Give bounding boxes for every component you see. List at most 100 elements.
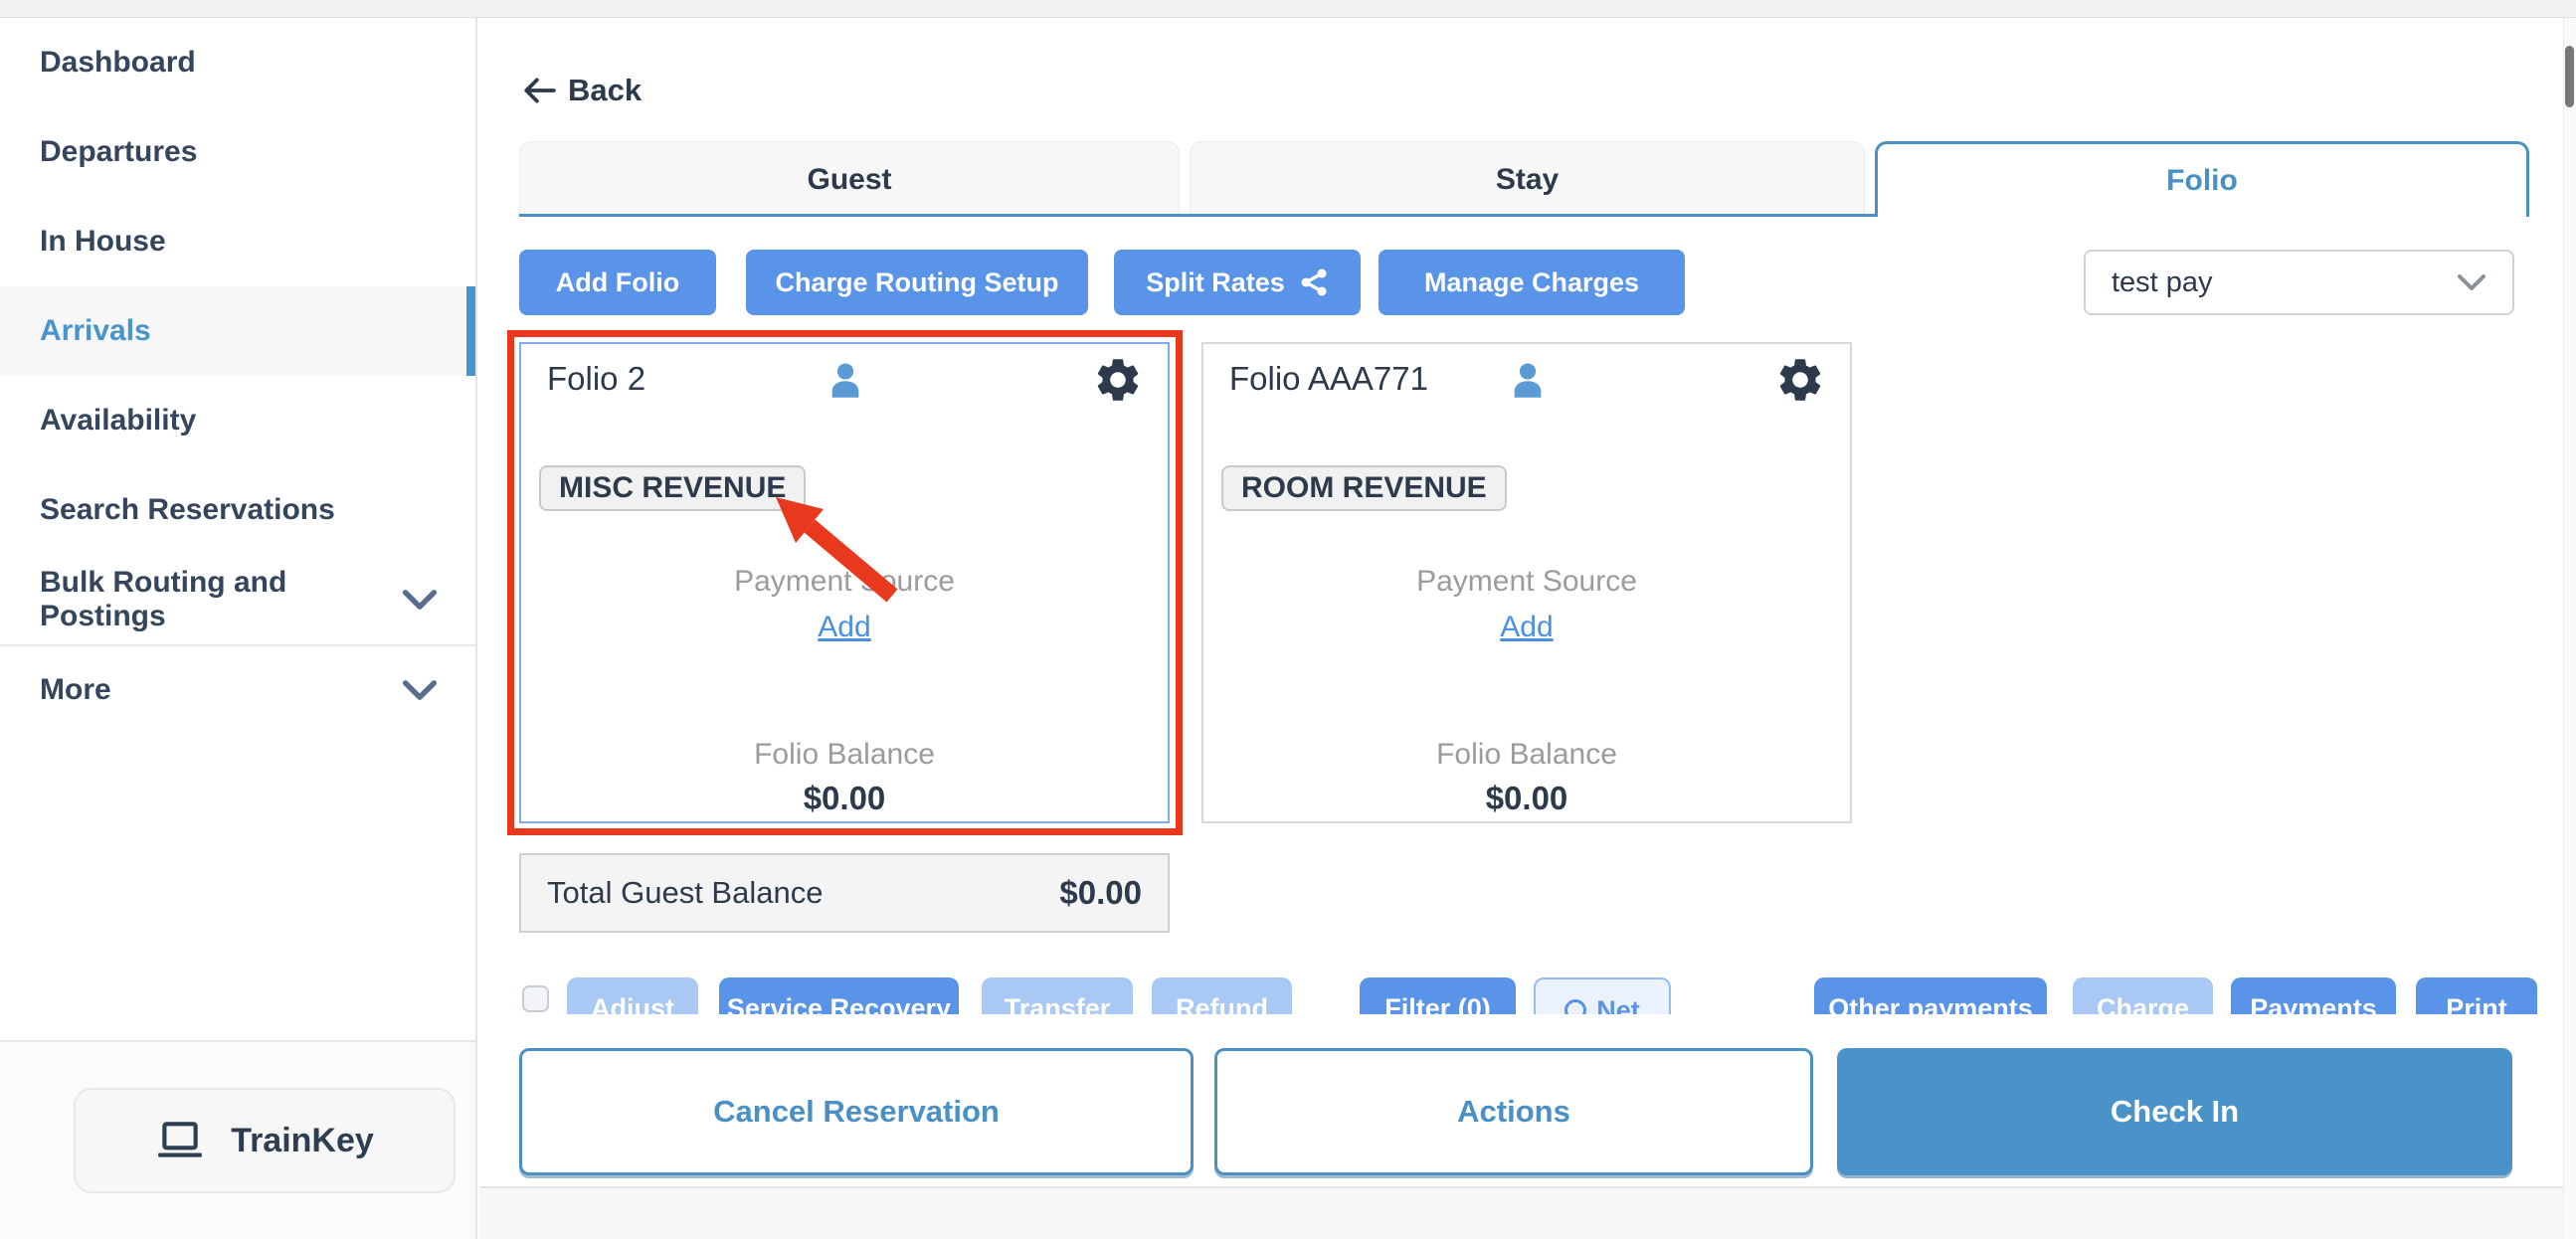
cancel-reservation-button[interactable]: Cancel Reservation <box>519 1048 1194 1175</box>
payment-source-label: Payment Source <box>1416 565 1637 598</box>
charge-routing-setup-button[interactable]: Charge Routing Setup <box>746 250 1088 315</box>
back-arrow-icon <box>522 76 556 105</box>
add-payment-source-link[interactable]: Add <box>1500 611 1554 643</box>
adjust-button[interactable]: Adjust <box>567 977 698 1014</box>
sidebar-item-more[interactable]: More <box>0 644 475 734</box>
total-guest-balance-label: Total Guest Balance <box>547 875 824 910</box>
sidebar-item-label: Search Reservations <box>40 493 335 526</box>
check-in-button[interactable]: Check In <box>1837 1048 2512 1175</box>
net-circle-icon <box>1564 999 1587 1014</box>
button-label: Add Folio <box>555 266 680 297</box>
sidebar-item-label: In House <box>40 225 166 258</box>
button-label: Check In <box>2110 1094 2240 1129</box>
print-button[interactable]: Print <box>2416 977 2537 1014</box>
sidebar-item-in-house[interactable]: In House <box>0 197 475 286</box>
gear-icon[interactable] <box>1092 354 1144 406</box>
chevron-down-icon <box>402 679 438 701</box>
ledger-actions-row: Adjust Service Recovery Transfer Refund … <box>479 974 2576 1014</box>
scrollbar-thumb[interactable] <box>2565 46 2574 107</box>
folio-card-folio-aaa771: Folio AAA771 ROOM REVENUE Payment Source… <box>1201 342 1852 823</box>
sidebar-item-departures[interactable]: Departures <box>0 107 475 197</box>
payment-type-select[interactable]: test pay <box>2084 250 2514 315</box>
laptop-icon <box>155 1120 205 1161</box>
filter-button[interactable]: Filter (0) <box>1360 977 1516 1014</box>
folio-card-folio-2: Folio 2 MISC REVENUE Payment Source Add … <box>519 342 1170 823</box>
total-guest-balance-row: Total Guest Balance $0.00 <box>519 853 1170 933</box>
folio-title: Folio 2 <box>547 360 646 397</box>
sidebar-item-label: Bulk Routing and Postings <box>40 566 287 632</box>
top-band <box>0 0 2576 18</box>
sidebar-item-label: Availability <box>40 404 197 437</box>
actions-button[interactable]: Actions <box>1214 1048 1813 1175</box>
sidebar-item-label: Dashboard <box>40 46 196 79</box>
payments-button[interactable]: Payments <box>2231 977 2396 1014</box>
footer-band <box>479 1186 2576 1239</box>
folio-balance-label: Folio Balance <box>754 738 935 771</box>
person-icon[interactable] <box>1507 356 1549 408</box>
tab-stay[interactable]: Stay <box>1190 141 1865 217</box>
button-label: Refund <box>1176 993 1268 1014</box>
gear-icon[interactable] <box>1774 354 1826 406</box>
sidebar-item-label: Departures <box>40 135 198 168</box>
select-all-checkbox[interactable] <box>522 985 549 1012</box>
tabs-underline <box>519 214 1875 217</box>
button-label: Other payments <box>1828 993 2033 1014</box>
add-payment-source-link[interactable]: Add <box>818 611 871 643</box>
reservation-footer: Cancel Reservation Actions Check In <box>479 1014 2576 1239</box>
button-label: Service Recovery <box>726 993 952 1014</box>
folio-balance-value: $0.00 <box>1485 780 1568 816</box>
folio-balance-label: Folio Balance <box>1436 738 1617 771</box>
tab-label: Stay <box>1495 162 1560 196</box>
button-label: Manage Charges <box>1423 266 1640 297</box>
manage-charges-button[interactable]: Manage Charges <box>1379 250 1685 315</box>
transfer-button[interactable]: Transfer <box>982 977 1133 1014</box>
sidebar-item-availability[interactable]: Availability <box>0 376 475 465</box>
button-label: Actions <box>1457 1094 1570 1129</box>
button-label: Payments <box>2250 993 2377 1014</box>
charge-button[interactable]: Charge <box>2073 977 2213 1014</box>
button-label: Adjust <box>591 993 674 1014</box>
revenue-badge: ROOM REVENUE <box>1221 465 1507 511</box>
button-label: Filter (0) <box>1384 993 1491 1014</box>
refund-button[interactable]: Refund <box>1152 977 1292 1014</box>
trainkey-label: TrainKey <box>231 1121 374 1159</box>
sidebar: Dashboard Departures In House Arrivals A… <box>0 18 477 1239</box>
tab-label: Folio <box>2166 163 2238 197</box>
vertical-scrollbar <box>2563 18 2576 1239</box>
sidebar-item-dashboard[interactable]: Dashboard <box>0 18 475 107</box>
button-label: Transfer <box>1004 993 1111 1014</box>
net-toggle-button[interactable]: Net <box>1534 977 1671 1014</box>
button-label: Cancel Reservation <box>713 1094 1000 1129</box>
payment-type-value: test pay <box>2112 266 2213 298</box>
tab-folio[interactable]: Folio <box>1875 141 2529 217</box>
sidebar-item-bulk-routing[interactable]: Bulk Routing and Postings <box>0 555 475 644</box>
button-label: Charge Routing Setup <box>775 266 1059 297</box>
share-icon <box>1299 267 1329 297</box>
person-icon[interactable] <box>825 356 866 408</box>
chevron-down-icon <box>2457 273 2486 291</box>
tab-label: Guest <box>807 162 892 196</box>
total-guest-balance-value: $0.00 <box>1059 874 1142 911</box>
folio-balance-value: $0.00 <box>803 780 886 816</box>
service-recovery-button[interactable]: Service Recovery <box>719 977 959 1014</box>
chevron-down-icon <box>402 589 438 611</box>
sidebar-item-label: Arrivals <box>40 314 151 347</box>
button-label: Charge <box>2096 993 2190 1014</box>
sidebar-footer: TrainKey <box>0 1040 475 1239</box>
main-content: Back Guest Stay Folio Add Folio Charge R… <box>479 18 2576 1239</box>
add-folio-button[interactable]: Add Folio <box>519 250 716 315</box>
back-label: Back <box>568 73 643 107</box>
revenue-badge: MISC REVENUE <box>539 465 807 511</box>
trainkey-button[interactable]: TrainKey <box>74 1088 456 1193</box>
sidebar-item-label: More <box>40 673 111 706</box>
sidebar-item-arrivals[interactable]: Arrivals <box>0 286 475 376</box>
tab-guest[interactable]: Guest <box>519 141 1180 217</box>
button-label: Split Rates <box>1146 266 1285 297</box>
back-button[interactable]: Back <box>522 73 642 108</box>
button-label: Net <box>1596 995 1640 1014</box>
payment-source-label: Payment Source <box>734 565 955 598</box>
sidebar-item-search-reservations[interactable]: Search Reservations <box>0 465 475 555</box>
folio-title: Folio AAA771 <box>1229 360 1428 397</box>
split-rates-button[interactable]: Split Rates <box>1114 250 1361 315</box>
other-payments-button[interactable]: Other payments <box>1814 977 2047 1014</box>
